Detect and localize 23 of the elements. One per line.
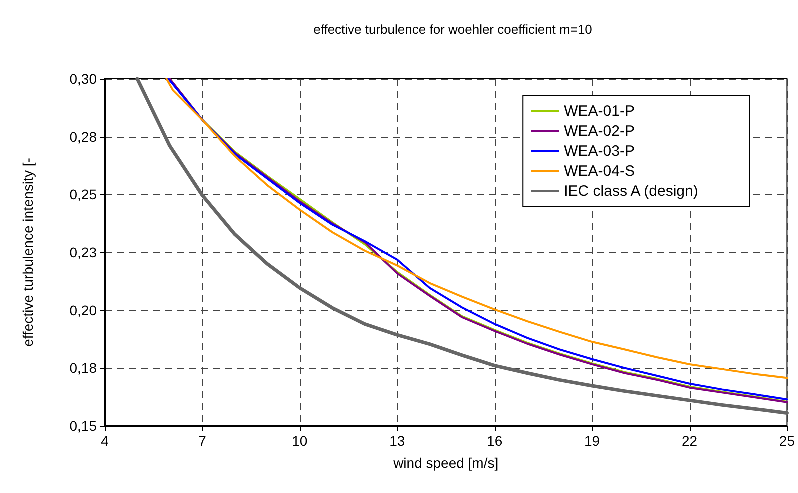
y-tick-label: 0,28 bbox=[70, 128, 98, 145]
chart-title: effective turbulence for woehler coefficient m=10 bbox=[314, 22, 592, 37]
y-tick-label: 0,18 bbox=[70, 360, 98, 376]
y-axis-title: effective turbulence intensity [- bbox=[20, 158, 36, 347]
x-tick-label: 7 bbox=[198, 433, 207, 449]
legend-label: WEA-01-P bbox=[564, 103, 635, 120]
x-tick-label: 16 bbox=[487, 433, 503, 449]
legend-label: IEC class A (design) bbox=[564, 183, 698, 200]
x-tick-label: 19 bbox=[584, 433, 600, 449]
x-tick-label: 22 bbox=[682, 433, 698, 449]
y-tick-label: 0,25 bbox=[70, 186, 98, 203]
y-tick-label: 0,15 bbox=[70, 418, 98, 434]
legend-label: WEA-02-P bbox=[564, 123, 635, 140]
legend-label: WEA-03-P bbox=[564, 143, 635, 160]
x-axis-title: wind speed [m/s] bbox=[392, 455, 499, 471]
x-tick-label: 13 bbox=[390, 433, 406, 449]
y-tick-label: 0,23 bbox=[70, 244, 98, 260]
legend-label: WEA-04-S bbox=[564, 163, 635, 180]
y-tick-label: 0,30 bbox=[70, 71, 98, 87]
y-tick-label: 0,20 bbox=[70, 302, 98, 318]
x-tick-label: 10 bbox=[292, 433, 308, 449]
x-tick-label: 4 bbox=[101, 433, 110, 449]
x-tick-label: 25 bbox=[779, 433, 796, 449]
